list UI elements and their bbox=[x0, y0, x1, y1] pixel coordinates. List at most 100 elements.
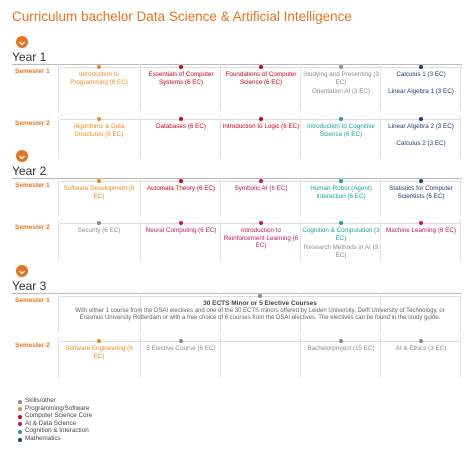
course-dot bbox=[179, 179, 183, 183]
column-separator bbox=[58, 178, 59, 216]
legend-label: Mathematics bbox=[25, 435, 61, 442]
course: Introduction to Logic (6 EC) bbox=[222, 123, 300, 130]
course: Automata Theory (6 EC) bbox=[146, 185, 216, 192]
course: Linear Algebra 1 (3 EC) bbox=[388, 88, 454, 95]
semester-label: Semester 2 bbox=[15, 120, 50, 127]
semester-label: Semester 1 bbox=[15, 68, 50, 75]
legend-label: Computer Science Core bbox=[25, 412, 93, 420]
course: Linear Algebra 2 (3 EC) bbox=[388, 123, 454, 130]
column-separator bbox=[220, 338, 221, 378]
semester-label: Semester 1 bbox=[15, 297, 50, 304]
column-separator bbox=[300, 220, 301, 260]
column-separator bbox=[140, 293, 141, 333]
column-separator bbox=[58, 293, 59, 333]
column-separator bbox=[380, 116, 381, 158]
column-separator bbox=[140, 338, 141, 378]
course: AI & Ethics (3 EC) bbox=[395, 345, 447, 352]
year-divider bbox=[12, 64, 462, 65]
year-label: Year 2 bbox=[12, 164, 47, 178]
course: Security (6 EC) bbox=[77, 227, 121, 234]
course-dot bbox=[97, 221, 101, 225]
course-dot bbox=[419, 117, 423, 121]
year-divider bbox=[12, 178, 462, 179]
column-separator bbox=[220, 293, 221, 333]
column-separator bbox=[460, 293, 461, 333]
legend-dot bbox=[18, 429, 22, 434]
year-label: Year 3 bbox=[12, 279, 47, 293]
column-separator bbox=[140, 64, 141, 110]
course: Orientation AI (3 EC) bbox=[311, 88, 371, 95]
course: Cognition & Computation (3 EC) bbox=[302, 227, 380, 242]
course: Calculus 2 (3 EC) bbox=[396, 140, 446, 147]
course-dot bbox=[419, 65, 423, 69]
column-separator bbox=[220, 116, 221, 158]
column-separator bbox=[380, 338, 381, 378]
legend-label: AI & Data Science bbox=[25, 419, 77, 427]
legend-dot bbox=[18, 407, 22, 412]
course: Databases (6 EC) bbox=[155, 123, 207, 130]
course: Studying and Presenting (3 EC) bbox=[303, 71, 379, 86]
expand-chevron bbox=[16, 265, 28, 277]
course-dot bbox=[97, 117, 101, 121]
minor-text: With either 1 course from the DSAI elect… bbox=[75, 308, 445, 322]
chevron-icon bbox=[18, 155, 26, 160]
column-separator bbox=[220, 64, 221, 110]
chevron-icon bbox=[18, 41, 26, 46]
course-dot bbox=[97, 179, 101, 183]
course-dot bbox=[339, 117, 343, 121]
course: Introduction to Programming (6 EC) bbox=[70, 71, 128, 86]
course-dot bbox=[419, 179, 423, 183]
semester-label: Semester 2 bbox=[15, 224, 50, 231]
legend-dot bbox=[18, 437, 22, 442]
column-separator bbox=[380, 220, 381, 260]
column-separator bbox=[300, 178, 301, 216]
column-separator bbox=[380, 178, 381, 216]
course-dot bbox=[419, 221, 423, 225]
column-separator bbox=[58, 338, 59, 378]
course-dot bbox=[339, 221, 343, 225]
legend-label: Skills/other bbox=[25, 397, 56, 404]
course-dot bbox=[258, 294, 262, 298]
year-label: Year 1 bbox=[12, 50, 47, 64]
column-separator bbox=[460, 116, 461, 158]
course-dot bbox=[179, 221, 183, 225]
course: Introduction to Reinforcement Learning (… bbox=[223, 227, 299, 250]
course: Introduction to Cognitive Science (6 EC) bbox=[307, 123, 375, 138]
legend-label: Programming/Software bbox=[25, 404, 90, 412]
column-separator bbox=[140, 178, 141, 216]
column-separator bbox=[380, 64, 381, 110]
column-separator bbox=[460, 338, 461, 378]
column-separator bbox=[220, 220, 221, 260]
course-dot bbox=[339, 179, 343, 183]
course: Essentials of Computer Systems (6 EC) bbox=[148, 71, 214, 86]
course-dot bbox=[97, 339, 101, 343]
course-dot bbox=[259, 117, 263, 121]
column-separator bbox=[380, 293, 381, 333]
course: Statistics for Computer Scientists (6 EC… bbox=[389, 185, 453, 200]
legend-dot bbox=[18, 422, 22, 427]
course: Bachelorproject (15 EC) bbox=[307, 345, 375, 352]
column-separator bbox=[300, 116, 301, 158]
course-dot bbox=[259, 221, 263, 225]
column-separator bbox=[300, 293, 301, 333]
expand-chevron bbox=[16, 150, 28, 162]
course: Symbolic AI (6 EC) bbox=[234, 185, 288, 192]
course-dot bbox=[179, 339, 183, 343]
legend-label: Cognition & Interaction bbox=[25, 427, 89, 435]
course-dot bbox=[97, 65, 101, 69]
course-dot bbox=[419, 339, 423, 343]
column-separator bbox=[220, 178, 221, 216]
course: 5 Elective Course (6 EC) bbox=[146, 345, 216, 352]
legend-dot bbox=[18, 414, 22, 419]
column-separator bbox=[460, 178, 461, 216]
column-separator bbox=[460, 220, 461, 260]
course: Research Methods in AI (3 EC) bbox=[303, 244, 379, 259]
course: Human-Robot (Agent) Interaction (6 EC) bbox=[310, 185, 372, 200]
year-divider bbox=[12, 293, 462, 294]
column-separator bbox=[58, 116, 59, 158]
course: Calculus 1 (3 EC) bbox=[396, 71, 446, 78]
column-separator bbox=[300, 64, 301, 110]
column-separator bbox=[300, 338, 301, 378]
course-dot bbox=[259, 65, 263, 69]
